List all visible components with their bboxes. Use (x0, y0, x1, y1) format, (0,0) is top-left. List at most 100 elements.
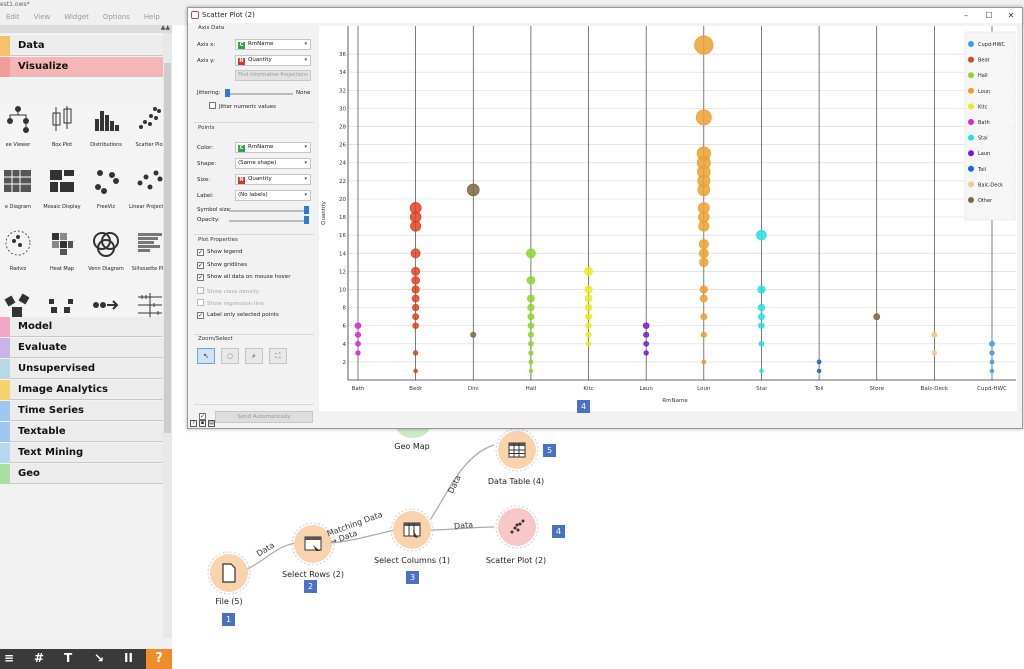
widget-sieve-diagram[interactable]: e Diagram (0, 167, 45, 223)
color-combo[interactable]: C RmName ▾ (235, 142, 311, 153)
plot-property-checkbox[interactable]: ✓ Show legend (197, 249, 242, 256)
axis-y-combo[interactable]: N Quantity ▾ (235, 55, 311, 66)
zoom-icon[interactable]: ⌕ (245, 348, 263, 364)
menu-item-widget[interactable]: Widget (64, 13, 89, 21)
widget-silhouette-plot[interactable]: Silhouette Plot (123, 229, 177, 285)
panel-scrollbar[interactable] (163, 33, 172, 638)
minimize-icon[interactable]: – (964, 11, 968, 20)
opacity-slider[interactable] (229, 220, 309, 222)
symbol-size-slider-handle[interactable] (304, 206, 309, 214)
category-model[interactable]: Model (0, 317, 163, 337)
widget-radviz[interactable]: Radviz (0, 229, 45, 285)
menu-item-edit[interactable]: Edit (6, 13, 20, 21)
grid-icon[interactable]: # (34, 651, 45, 665)
geo-map-node-label: Geo Map (394, 442, 430, 451)
jittering-slider-handle[interactable] (225, 89, 230, 97)
checkbox-box[interactable] (197, 286, 204, 294)
category-evaluate[interactable]: Evaluate (0, 338, 163, 358)
data-point (528, 340, 534, 347)
file-node[interactable] (210, 554, 248, 592)
checkbox-box[interactable]: ✓ (197, 312, 204, 319)
widget-distributions[interactable]: Distributions (79, 105, 133, 161)
lasso-icon[interactable]: ◌ (221, 348, 239, 364)
chevron-down-icon: ▾ (304, 160, 307, 166)
legend-marker (968, 41, 974, 47)
widget-panel: ▲▲ Data Visualize ee Viewer Box Plot Distri… (0, 24, 172, 669)
widget-box-plot[interactable]: Box Plot (35, 105, 89, 161)
cn2-rule-viewer-icon (93, 300, 119, 310)
category-text-mining[interactable]: Text Mining (0, 443, 163, 463)
select-rows-node[interactable] (294, 525, 332, 563)
scatter-plot-area[interactable]: 2 4 6 8 10 12 14 16 18 20 22 24 26 28 30 32 34 36 Bath Bedr… (319, 26, 1017, 411)
category-image-analytics[interactable]: Image Analytics (0, 380, 163, 400)
size-combo[interactable]: N Quantity ▾ (235, 174, 311, 185)
save-image-icon[interactable]: ▤ (208, 420, 215, 427)
plot-property-checkbox[interactable]: ✓ Show all data on mouse hover (197, 274, 290, 282)
scatter-plot-node[interactable] (498, 508, 536, 546)
plot-property-checkbox[interactable]: ✓ Label only selected points (197, 312, 279, 319)
label-combo[interactable]: (No labels) ▾ (235, 190, 311, 201)
text-annotation-icon[interactable]: T (64, 651, 73, 665)
widget-tree-viewer[interactable]: ee Viewer (0, 105, 45, 161)
select-columns-node[interactable] (393, 511, 431, 549)
symbol-size-slider[interactable] (229, 210, 309, 212)
link-selectrows-selectcolumns[interactable] (331, 529, 396, 544)
menu-item-help[interactable]: Help (143, 13, 160, 21)
checkbox-box[interactable] (197, 299, 204, 307)
data-table-node[interactable] (498, 431, 536, 469)
widget-scatter-plot[interactable]: Scatter Plot (123, 105, 177, 161)
widget-heat-map[interactable]: Heat Map (35, 229, 89, 285)
y-tick-label: 32 (339, 88, 346, 94)
reset-zoom-icon[interactable]: ⛶ (269, 348, 287, 364)
axis-x-combo[interactable]: C RmName ▾ (235, 39, 311, 50)
category-unsupervised[interactable]: Unsupervised (0, 359, 163, 379)
checkbox-box[interactable]: ✓ (197, 249, 204, 256)
plot-property-checkbox[interactable]: Show regression line (197, 299, 264, 307)
menu-item-view[interactable]: View (33, 13, 51, 21)
link-selectcolumns-datatable[interactable] (429, 444, 495, 521)
category-visualize[interactable]: Visualize (0, 57, 163, 77)
widget-label: Heat Map (49, 266, 74, 272)
jitter-numeric-checkbox[interactable]: Jitter numeric values (209, 102, 276, 110)
category-data[interactable]: Data (0, 36, 163, 56)
y-tick-label: 36 (339, 52, 346, 58)
hamburger-icon[interactable]: ≡ (4, 651, 15, 665)
category-geo[interactable]: Geo (0, 464, 163, 484)
y-tick-label: 28 (339, 125, 346, 131)
checkbox-box[interactable]: ✓ (197, 261, 204, 269)
pause-icon[interactable]: II (124, 651, 133, 665)
widget-venn-diagram[interactable]: Venn Diagram (79, 229, 133, 285)
category-time-series[interactable]: Time Series (0, 401, 163, 421)
report-icon[interactable]: ▪ (199, 420, 206, 427)
scrollbar-thumb[interactable] (164, 63, 171, 433)
link-selectcolumns-scatter[interactable] (429, 526, 495, 531)
widget-mosaic-display[interactable]: Mosaic Display (35, 167, 89, 223)
category-textable[interactable]: Textable (0, 422, 163, 442)
widget-freeviz[interactable]: FreeViz (79, 167, 133, 223)
send-automatically-button[interactable]: Send Automatically (215, 411, 313, 423)
widget-linear-projection[interactable]: Linear Projection (123, 167, 177, 223)
jittering-slider[interactable] (225, 93, 293, 95)
close-icon[interactable]: ✕ (1007, 11, 1015, 20)
maximize-icon[interactable]: ☐ (985, 11, 993, 20)
x-tick-label: Stai (756, 386, 767, 392)
y-tick-label: 22 (339, 179, 346, 185)
find-projections-button[interactable]: Find Informative Projections (235, 70, 311, 81)
arrow-annotation-icon[interactable]: ↘ (94, 651, 105, 665)
opacity-slider-handle[interactable] (304, 216, 309, 224)
window-titlebar[interactable]: Scatter Plot (2) – ☐ ✕ (188, 8, 1022, 23)
chevron-down-icon: ▾ (304, 57, 307, 63)
collapse-icon[interactable]: ▲▲ (160, 24, 170, 31)
plot-property-checkbox[interactable]: Show class density (197, 286, 259, 295)
plot-property-checkbox[interactable]: ✓ Show gridlines (197, 261, 247, 269)
help-icon[interactable]: ? (146, 649, 172, 669)
menu-item-options[interactable]: Options (102, 13, 130, 21)
checkbox-box[interactable]: ✓ (197, 274, 204, 282)
category-label: Unsupervised (18, 363, 96, 374)
send-automatically-checkbox[interactable]: ✓ (199, 413, 206, 420)
shape-combo[interactable]: (Same shape) ▾ (235, 158, 311, 169)
help-icon[interactable]: ? (190, 420, 197, 427)
checkbox-box[interactable] (209, 102, 216, 109)
pointer-icon[interactable]: ↖ (197, 348, 215, 364)
